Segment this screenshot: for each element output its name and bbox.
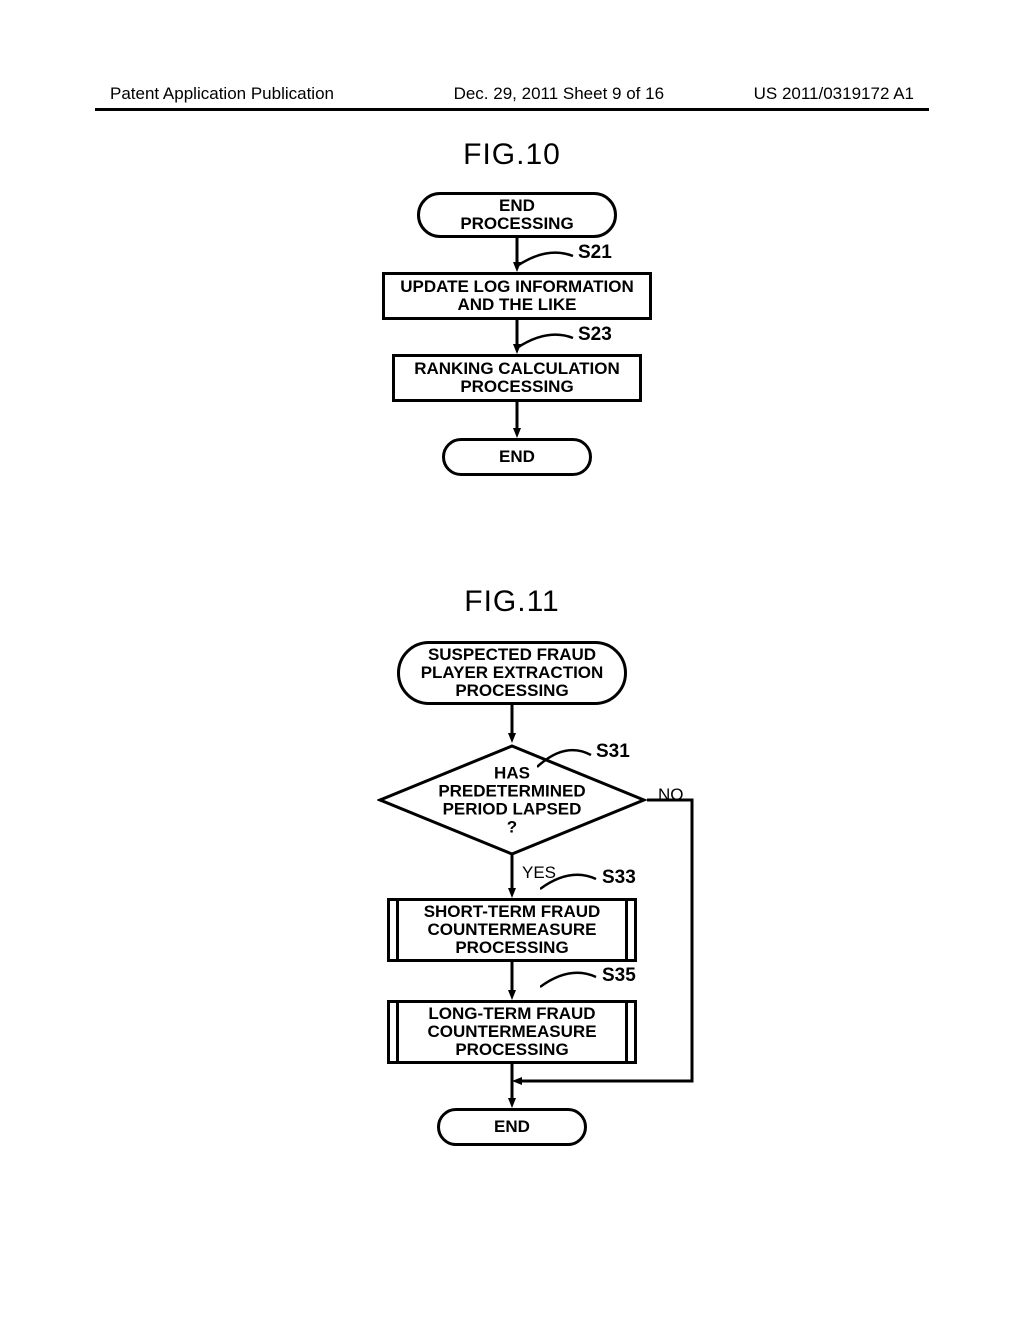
fig10-flowchart: END PROCESSING S21 UPDATE LOG INFORMATIO… <box>342 192 682 512</box>
header-left: Patent Application Publication <box>110 84 334 104</box>
fig10-s21-box: UPDATE LOG INFORMATION AND THE LIKE <box>382 272 652 320</box>
fig10-start: END PROCESSING <box>417 192 617 238</box>
leader-line-icon <box>517 250 577 270</box>
fig11-end: END <box>437 1108 587 1146</box>
figure-10: FIG.10 END PROCESSING S21 UPDATE LOG INF… <box>0 138 1024 512</box>
fig10-title: FIG.10 <box>0 138 1024 172</box>
arrow-icon <box>508 1064 516 1108</box>
fig10-end: END <box>442 438 592 476</box>
leader-line-icon <box>517 332 577 352</box>
step-label-s21: S21 <box>578 242 612 264</box>
figure-11: FIG.11 SUSPECTED FRAUD PLAYER EXTRACTION… <box>0 585 1024 1241</box>
fig10-s23-box: RANKING CALCULATION PROCESSING <box>392 354 642 402</box>
header-center: Dec. 29, 2011 Sheet 9 of 16 <box>424 84 664 104</box>
header-rule <box>95 108 929 111</box>
arrow-icon <box>513 402 521 438</box>
page-header: Patent Application Publication Dec. 29, … <box>0 84 1024 104</box>
no-branch-path <box>342 641 712 1121</box>
step-label-s23: S23 <box>578 324 612 346</box>
fig11-flowchart: SUSPECTED FRAUD PLAYER EXTRACTION PROCES… <box>342 641 682 1241</box>
header-right: US 2011/0319172 A1 <box>754 84 914 104</box>
fig11-title: FIG.11 <box>0 585 1024 619</box>
